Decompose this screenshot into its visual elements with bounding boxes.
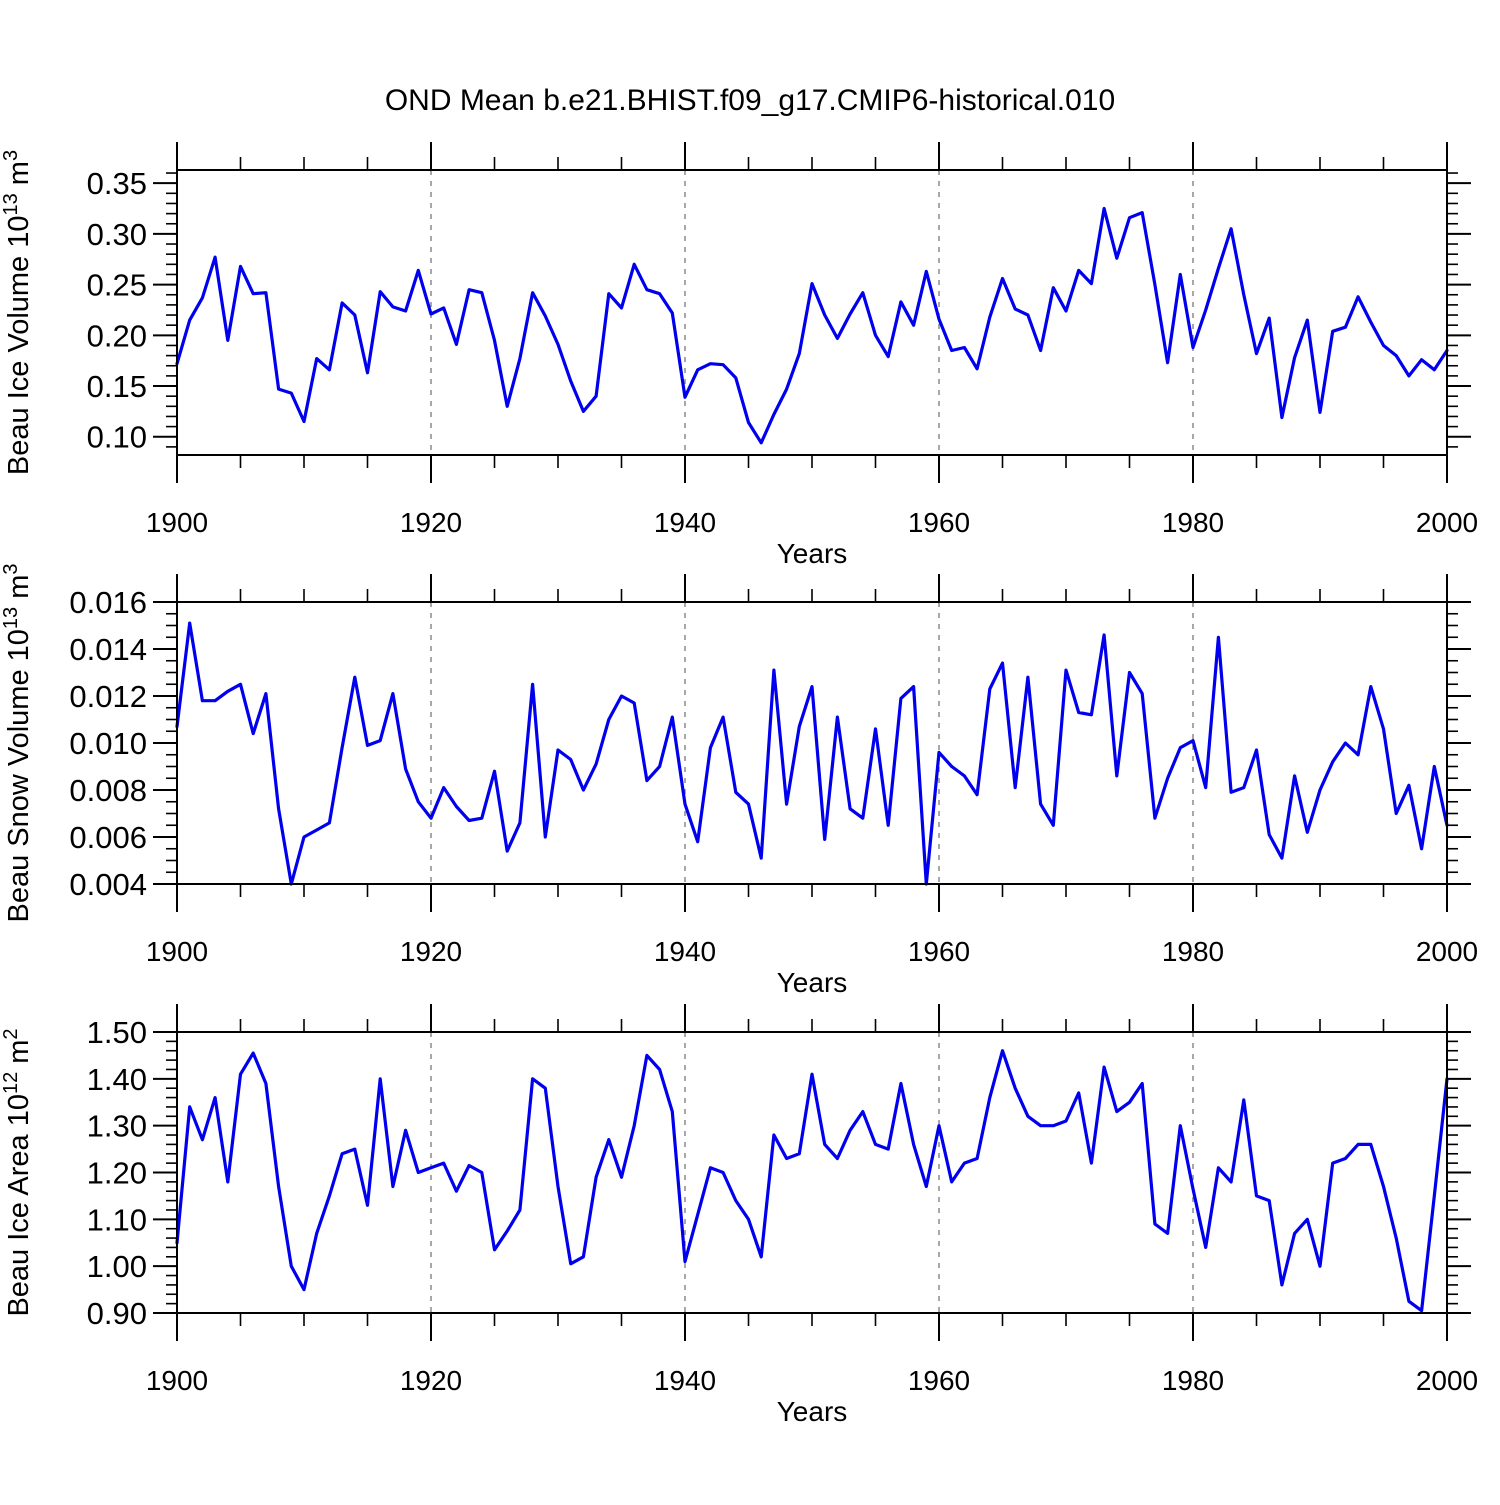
plot-frame xyxy=(176,169,1448,456)
y-tick-label: 0.10 xyxy=(87,420,147,455)
y-tick-label: 0.010 xyxy=(69,726,147,761)
panels-group: 1900 1920 1940 1960 1980 2000 0.10 0.15 0.20 0.25… xyxy=(0,142,1478,1427)
y-tick-label: 1.00 xyxy=(87,1249,147,1284)
chart-title: OND Mean b.e21.BHIST.f09_g17.CMIP6-histo… xyxy=(385,84,1115,117)
x-tick-label: 2000 xyxy=(1416,507,1478,538)
y-tick-label: 0.30 xyxy=(87,217,147,252)
y-axis-title: Beau Ice Area 1012​ m2​ xyxy=(0,1028,35,1316)
y-tick-label: 0.35 xyxy=(87,166,147,201)
x-tick-label: 1920 xyxy=(400,936,462,967)
y-axis-title: Beau Ice Volume 1013​ m3​ xyxy=(0,150,35,475)
x-tick-label: 1960 xyxy=(908,936,970,967)
y-tick-label: 1.30 xyxy=(87,1109,147,1144)
y-tick-label: 1.40 xyxy=(87,1062,147,1097)
x-tick-label: 1980 xyxy=(1162,1365,1224,1396)
x-tick-label: 1960 xyxy=(908,1365,970,1396)
y-tick-label: 0.20 xyxy=(87,318,147,353)
y-tick-label: 0.016 xyxy=(69,585,147,620)
x-tick-label: 1980 xyxy=(1162,936,1224,967)
x-tick-label: 1920 xyxy=(400,1365,462,1396)
x-tick-label: 1920 xyxy=(400,507,462,538)
y-tick-label: 0.008 xyxy=(69,773,147,808)
y-axis-title: Beau Snow Volume 1013​ m3​ xyxy=(0,563,35,922)
y-tick-label: 0.014 xyxy=(69,632,147,667)
x-tick-label: 1940 xyxy=(654,936,716,967)
y-tick-label: 0.004 xyxy=(69,867,147,902)
x-tick-label: 1980 xyxy=(1162,507,1224,538)
y-tick-label: 1.50 xyxy=(87,1015,147,1050)
y-tick-label: 1.20 xyxy=(87,1156,147,1191)
panel-ice-area: 1900 1920 1940 1960 1980 2000 0.90 1.00 1.10 1.20… xyxy=(0,1004,1478,1427)
series-line xyxy=(175,1049,1449,1313)
x-axis-title: Years xyxy=(777,538,848,569)
y-tick-label: 0.15 xyxy=(87,369,147,404)
series-line xyxy=(175,206,1449,445)
y-tick-label: 1.10 xyxy=(87,1202,147,1237)
x-tick-label: 1900 xyxy=(146,507,208,538)
x-axis-title: Years xyxy=(777,967,848,998)
x-tick-label: 2000 xyxy=(1416,936,1478,967)
x-axis-title: Years xyxy=(777,1396,848,1427)
x-tick-label: 2000 xyxy=(1416,1365,1478,1396)
series-line xyxy=(175,621,1449,886)
panel-snow-volume: 1900 1920 1940 1960 1980 2000 0.004 0.006 0.008 0… xyxy=(0,563,1478,998)
y-tick-label: 0.006 xyxy=(69,820,147,855)
y-tick-label: 0.012 xyxy=(69,679,147,714)
y-tick-label: 0.90 xyxy=(87,1296,147,1331)
x-tick-label: 1940 xyxy=(654,1365,716,1396)
y-tick-label: 0.25 xyxy=(87,268,147,303)
x-tick-label: 1900 xyxy=(146,936,208,967)
x-tick-label: 1960 xyxy=(908,507,970,538)
x-tick-label: 1900 xyxy=(146,1365,208,1396)
panel-ice-volume: 1900 1920 1940 1960 1980 2000 0.10 0.15 0.20 0.25… xyxy=(0,142,1478,569)
x-tick-label: 1940 xyxy=(654,507,716,538)
